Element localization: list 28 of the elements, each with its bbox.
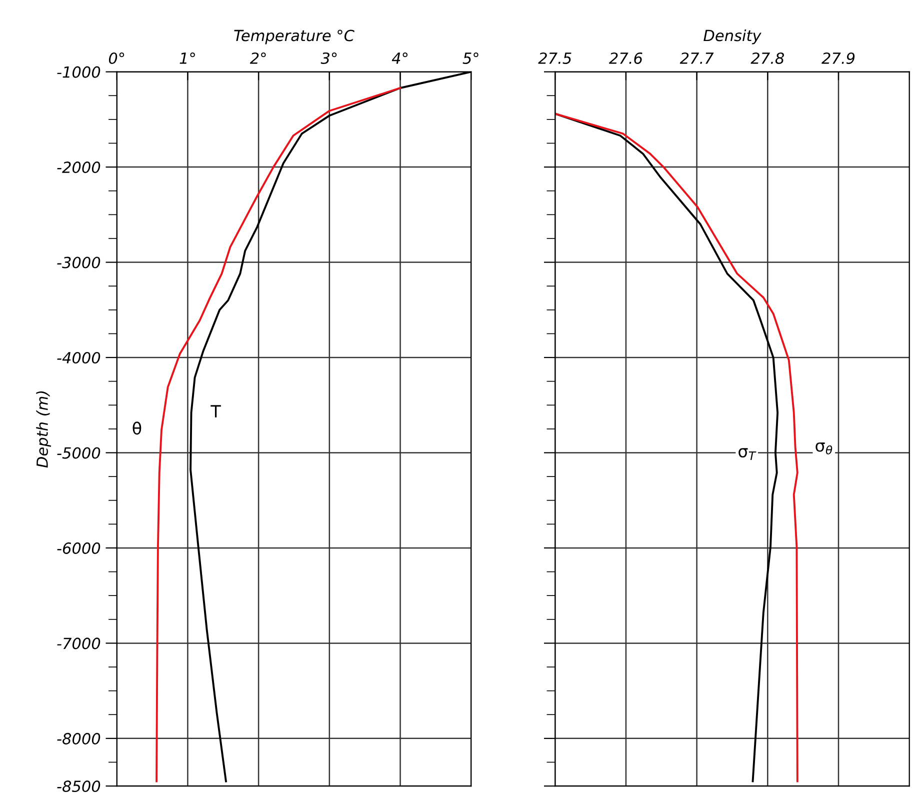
x-axis-title: Temperature °C [234, 30, 354, 44]
x-axis-title: Density [704, 29, 762, 44]
x-tick-label: 3° [320, 52, 337, 64]
series-label: σ$_{θ}$ [816, 442, 832, 454]
x-tick-label: 5° [462, 52, 478, 64]
y-tick-label: -3000 [57, 256, 100, 268]
y-tick-label: -2000 [57, 162, 100, 174]
x-tick-label: 0° [108, 52, 124, 64]
x-tick-label: 27.7 [680, 52, 714, 64]
y-tick-label: -5000 [57, 447, 100, 459]
y-tick-label: -6000 [57, 542, 100, 554]
y-tick-label: -4000 [57, 352, 100, 364]
x-tick-label: 27.9 [822, 52, 855, 64]
y-axis-title: Depth (m) [36, 391, 51, 468]
x-tick-label: 27.5 [538, 52, 572, 64]
y-tick-label: -8500 [57, 780, 100, 792]
y-tick-label: -8000 [57, 732, 100, 744]
x-tick-label: 1° [180, 52, 195, 64]
y-tick-label: -7000 [57, 638, 100, 650]
series-label: σ$_{T}$ [738, 448, 756, 460]
series-label: θ [132, 422, 142, 435]
series-label: T [210, 405, 221, 418]
line-series [156, 87, 402, 782]
x-tick-label: 4° [392, 52, 408, 64]
x-tick-label: 27.8 [750, 52, 784, 64]
x-tick-label: 2° [250, 52, 266, 64]
x-tick-label: 27.6 [609, 52, 642, 64]
y-tick-label: -1000 [57, 66, 100, 78]
